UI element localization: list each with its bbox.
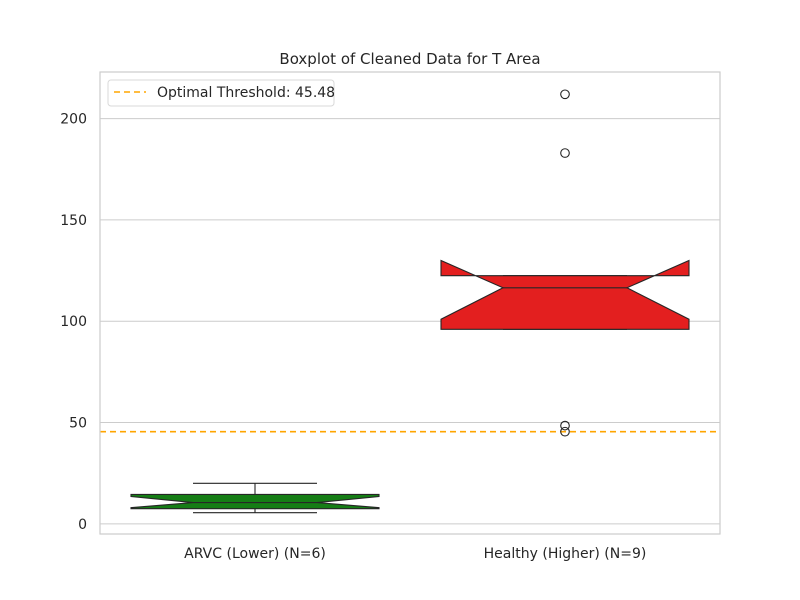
legend-box bbox=[107, 79, 335, 107]
box-1 bbox=[130, 493, 380, 510]
outlier-2-1 bbox=[560, 89, 570, 100]
outlier-2-2 bbox=[560, 148, 570, 158]
x-tick-label-1: ARVC (Lower) (N=6) bbox=[184, 546, 326, 562]
legend-threshold-label: Optimal Threshold: 45.48 bbox=[157, 85, 335, 101]
y-tick-label-150: 150 bbox=[60, 213, 87, 229]
y-tick-label-100: 100 bbox=[60, 314, 87, 330]
y-tick-label-50: 50 bbox=[69, 416, 87, 432]
plot-frame bbox=[99, 71, 721, 535]
box-group-2 bbox=[440, 89, 690, 437]
outlier-2-4 bbox=[560, 426, 570, 437]
outlier-2-3 bbox=[560, 420, 570, 431]
x-tick-label-2: Healthy (Higher) (N=9) bbox=[484, 546, 647, 562]
legend: Optimal Threshold: 45.48 bbox=[107, 79, 335, 107]
y-tick-label-200: 200 bbox=[60, 112, 87, 128]
box-group-1 bbox=[130, 482, 380, 514]
y-tick-label-0: 0 bbox=[78, 517, 87, 533]
box-2 bbox=[440, 259, 690, 330]
y-tick-labels: 0 50 100 150 200 bbox=[60, 112, 87, 533]
box-layer bbox=[130, 89, 690, 514]
x-tick-labels: ARVC (Lower) (N=6) Healthy (Higher) (N=9) bbox=[184, 546, 646, 562]
chart-title: Boxplot of Cleaned Data for T Area bbox=[279, 50, 540, 68]
